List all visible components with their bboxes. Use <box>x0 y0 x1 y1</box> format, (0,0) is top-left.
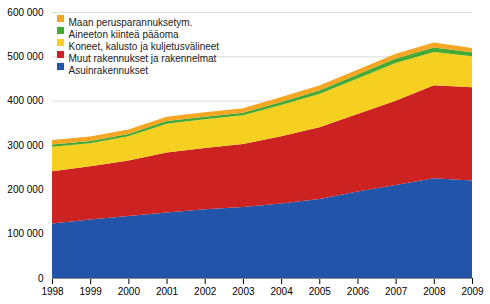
svg-text:1999: 1999 <box>80 286 103 297</box>
svg-text:2000: 2000 <box>118 286 141 297</box>
svg-text:2008: 2008 <box>423 286 446 297</box>
svg-text:200 000: 200 000 <box>7 184 44 195</box>
svg-text:2005: 2005 <box>309 286 332 297</box>
svg-text:2004: 2004 <box>270 286 293 297</box>
svg-text:2002: 2002 <box>194 286 217 297</box>
svg-text:500 000: 500 000 <box>7 51 44 62</box>
svg-text:Aineeton kiinteä pääoma: Aineeton kiinteä pääoma <box>69 29 180 40</box>
svg-text:600 000: 600 000 <box>7 7 44 18</box>
svg-text:2003: 2003 <box>232 286 255 297</box>
svg-text:0: 0 <box>38 273 44 284</box>
svg-text:Asuinrakennukset: Asuinrakennukset <box>69 65 149 76</box>
svg-text:400 000: 400 000 <box>7 95 44 106</box>
svg-text:2006: 2006 <box>347 286 370 297</box>
svg-text:300 000: 300 000 <box>7 140 44 151</box>
svg-text:2007: 2007 <box>385 286 408 297</box>
svg-text:2001: 2001 <box>156 286 179 297</box>
svg-text:Muut rakennukset ja rakennelma: Muut rakennukset ja rakennelmat <box>69 53 217 64</box>
svg-text:Maan perusparannuksetym.: Maan perusparannuksetym. <box>69 17 193 28</box>
svg-text:1998: 1998 <box>41 286 64 297</box>
svg-text:100 000: 100 000 <box>7 228 44 239</box>
svg-text:Koneet, kalusto ja kuljetusväl: Koneet, kalusto ja kuljetusvälineet <box>69 41 220 52</box>
svg-text:2009: 2009 <box>461 286 484 297</box>
